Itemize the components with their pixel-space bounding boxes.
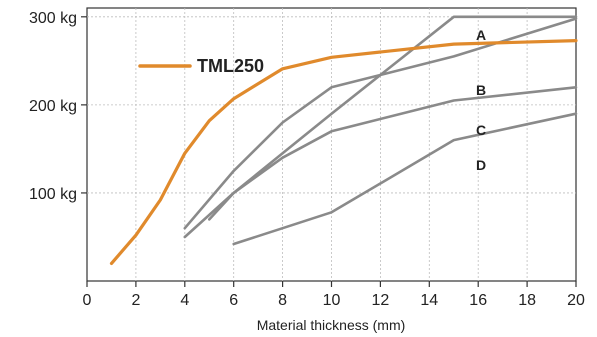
legend-label-tml250: TML250 — [197, 56, 264, 76]
x-tick-label: 10 — [323, 292, 341, 309]
y-tick-label: 300 kg — [29, 10, 77, 27]
curve-label-c: C — [476, 122, 486, 138]
x-tick-label: 20 — [567, 292, 585, 309]
gridlines — [87, 8, 576, 281]
x-tick-label: 2 — [131, 292, 140, 309]
x-tick-label: 6 — [229, 292, 238, 309]
y-axis: 100 kg 200 kg 300 kg — [29, 10, 87, 203]
x-tick-label: 4 — [180, 292, 189, 309]
series-line-d — [232, 112, 578, 246]
series-line-b — [183, 17, 578, 230]
series-line-c — [208, 86, 578, 221]
x-tick-label: 0 — [83, 292, 92, 309]
x-tick-label: 18 — [518, 292, 536, 309]
x-tick-label: 16 — [469, 292, 487, 309]
y-tick-label: 100 kg — [29, 186, 77, 203]
series-group — [109, 15, 578, 265]
x-tick-label: 14 — [420, 292, 438, 309]
curve-label-a: A — [476, 27, 486, 43]
curve-label-b: B — [476, 82, 486, 98]
x-axis-title: Material thickness (mm) — [257, 317, 406, 333]
curve-label-d: D — [476, 157, 486, 173]
x-tick-label: 12 — [372, 292, 390, 309]
y-tick-label: 200 kg — [29, 98, 77, 115]
legend: TML250 — [138, 56, 264, 76]
x-axis: 0 2 4 6 8 10 12 14 16 18 20 — [83, 281, 585, 309]
series-line-tml250 — [109, 38, 578, 265]
x-tick-label: 8 — [278, 292, 287, 309]
